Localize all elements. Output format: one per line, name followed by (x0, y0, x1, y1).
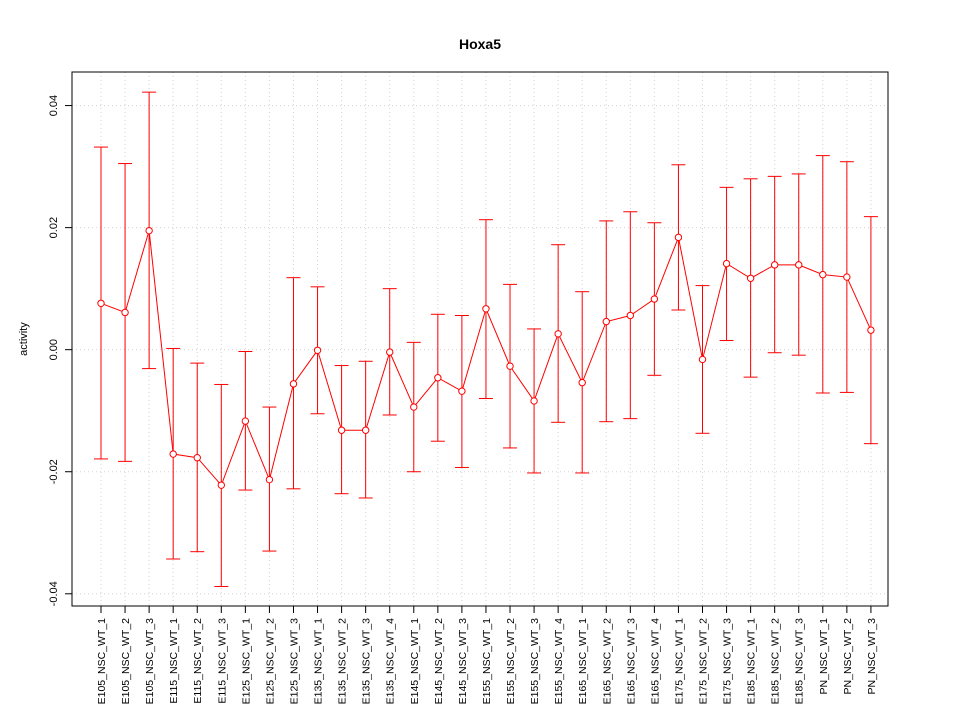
x-tick-label: E135_NSC_WT_4 (385, 618, 397, 705)
x-tick-label: E135_NSC_WT_3 (361, 618, 373, 705)
x-tick-label: E145_NSC_WT_3 (457, 618, 469, 705)
grid-lines (72, 72, 888, 606)
data-point (770, 261, 779, 269)
data-point (530, 397, 538, 405)
series-layer (94, 91, 878, 587)
x-tick-label: E185_NSC_WT_2 (770, 618, 782, 705)
x-tick-label: E105_NSC_WT_3 (144, 618, 156, 705)
x-tick-label: E135_NSC_WT_1 (313, 618, 325, 705)
x-tick-label: E155_NSC_WT_4 (553, 618, 565, 705)
x-tick-label: E155_NSC_WT_2 (505, 618, 517, 705)
data-point (313, 346, 322, 354)
y-tick-label: 0.02 (48, 217, 60, 238)
data-point (795, 261, 803, 269)
data-point (361, 426, 370, 434)
data-point (578, 378, 586, 387)
x-tick-label: PN_NSC_WT_1 (818, 618, 830, 695)
x-tick-label: E145_NSC_WT_1 (409, 618, 421, 705)
plot-frame (71, 71, 889, 607)
x-tick-label: E185_NSC_WT_1 (746, 618, 758, 705)
data-point (554, 330, 562, 338)
data-point (386, 348, 394, 356)
x-tick-label: E105_NSC_WT_1 (96, 618, 108, 705)
x-tick-label: E125_NSC_WT_2 (264, 618, 276, 705)
data-point (819, 270, 827, 279)
y-tick-label: 0.04 (48, 95, 60, 116)
y-tick-label: 0.00 (48, 339, 60, 360)
x-tick-label: E105_NSC_WT_2 (120, 618, 132, 705)
data-point (193, 454, 201, 462)
data-point (434, 374, 442, 382)
x-tick-label: E175_NSC_WT_3 (722, 618, 734, 705)
x-tick-label: E125_NSC_WT_1 (240, 618, 252, 705)
data-point (337, 426, 346, 434)
data-point (458, 387, 466, 395)
y-axis-label: activity (18, 322, 30, 356)
chart-title: Hoxa5 (459, 36, 501, 52)
x-tick-label: E115_NSC_WT_3 (216, 618, 228, 704)
x-tick-label: E125_NSC_WT_3 (288, 618, 300, 705)
x-tick-label: E165_NSC_WT_4 (649, 618, 661, 705)
x-tick-label: E155_NSC_WT_1 (481, 618, 493, 705)
data-point (722, 259, 731, 268)
data-point (145, 226, 153, 235)
data-point (698, 355, 707, 364)
data-point (506, 362, 514, 370)
x-tick-label: PN_NSC_WT_3 (866, 618, 878, 695)
data-point (97, 299, 105, 307)
x-tick-label: E165_NSC_WT_2 (601, 618, 613, 705)
data-point (241, 417, 250, 425)
y-tick-label: -0.04 (48, 581, 60, 606)
x-tick-label: E175_NSC_WT_1 (673, 618, 685, 705)
data-point (265, 475, 274, 484)
data-point (217, 481, 226, 489)
data-point (169, 450, 177, 458)
data-point (121, 308, 129, 317)
data-point (626, 311, 635, 320)
x-tick-label: E165_NSC_WT_3 (625, 618, 637, 705)
data-point (410, 403, 418, 411)
x-tick-label: E175_NSC_WT_2 (698, 618, 710, 705)
data-point (482, 305, 490, 313)
data-point (602, 317, 610, 326)
data-point (289, 380, 298, 388)
x-tick-label: E165_NSC_WT_1 (577, 618, 589, 705)
x-tick-label: E135_NSC_WT_2 (337, 618, 349, 705)
data-point (650, 295, 659, 303)
x-tick-label: E115_NSC_WT_2 (192, 618, 204, 704)
axes: -0.04 -0.02 0.00 0.02 0.04 E105_NSC_WT_1 E105_… (48, 95, 878, 705)
data-point (867, 326, 875, 334)
x-tick-label: PN_NSC_WT_2 (842, 618, 854, 695)
y-tick-label: -0.02 (48, 459, 60, 484)
x-tick-label: E115_NSC_WT_1 (168, 618, 180, 704)
data-point (674, 233, 683, 242)
x-tick-label: E155_NSC_WT_3 (529, 618, 541, 705)
data-point (843, 273, 851, 281)
x-tick-label: E185_NSC_WT_3 (794, 618, 806, 705)
x-tick-label: E145_NSC_WT_2 (433, 618, 445, 705)
data-point (746, 274, 755, 282)
